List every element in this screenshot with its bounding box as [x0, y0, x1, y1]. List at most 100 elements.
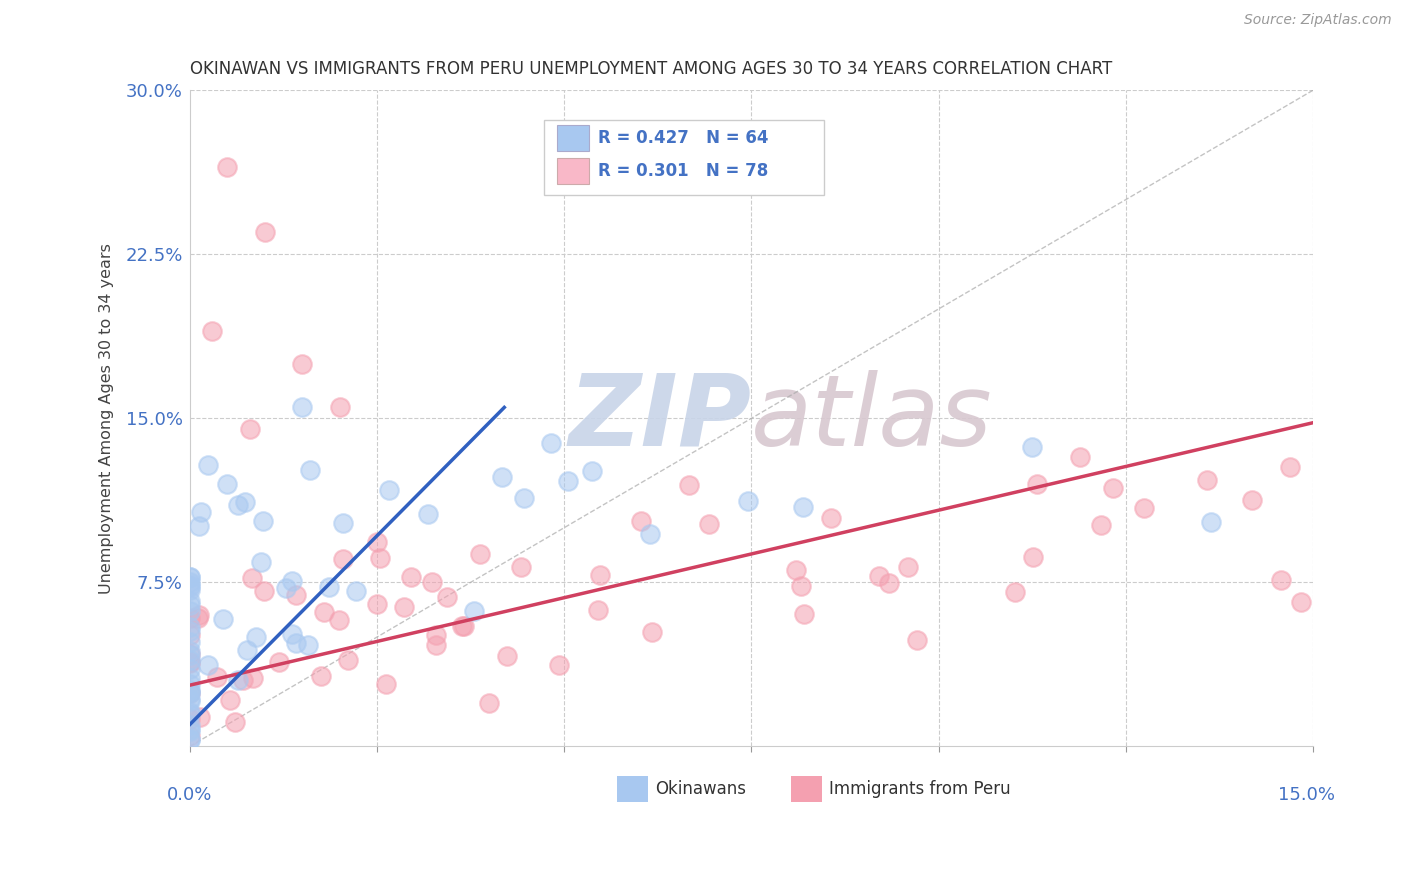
Point: [699, 517, 721, 532]
Point: [179, 733, 201, 747]
Point: [224, 715, 246, 730]
Point: [197, 657, 219, 672]
Point: [557, 474, 579, 488]
Point: [190, 710, 212, 724]
Text: Immigrants from Peru: Immigrants from Peru: [830, 780, 1011, 798]
Point: [179, 628, 201, 642]
Point: [179, 656, 201, 670]
Point: [239, 422, 262, 436]
Point: [737, 494, 759, 508]
Point: [179, 598, 201, 612]
Point: [491, 470, 513, 484]
Point: [368, 551, 391, 566]
Point: [868, 569, 890, 583]
Point: [451, 619, 474, 633]
Point: [253, 226, 276, 240]
Text: ZIP: ZIP: [568, 370, 751, 467]
Point: [1270, 573, 1292, 587]
Point: [1026, 476, 1049, 491]
Point: [420, 574, 443, 589]
Point: [328, 614, 350, 628]
Point: [678, 477, 700, 491]
Point: [179, 685, 201, 699]
FancyBboxPatch shape: [617, 776, 648, 802]
Point: [548, 657, 571, 672]
Point: [1004, 585, 1026, 599]
Point: [640, 624, 662, 639]
Point: [375, 677, 398, 691]
Point: [897, 559, 920, 574]
Point: [179, 685, 201, 699]
Text: OKINAWAN VS IMMIGRANTS FROM PERU UNEMPLOYMENT AMONG AGES 30 TO 34 YEARS CORRELAT: OKINAWAN VS IMMIGRANTS FROM PERU UNEMPLO…: [190, 60, 1112, 78]
Point: [328, 401, 350, 415]
Point: [463, 604, 485, 618]
Point: [790, 579, 813, 593]
Point: [179, 692, 201, 706]
Point: [1021, 440, 1043, 454]
Point: [1090, 517, 1112, 532]
Point: [1241, 492, 1264, 507]
Point: [179, 662, 201, 676]
Point: [1069, 450, 1091, 465]
Point: [366, 535, 388, 549]
Point: [179, 635, 201, 649]
Text: 15.0%: 15.0%: [1278, 786, 1336, 804]
Point: [285, 588, 308, 602]
Point: [299, 463, 322, 477]
FancyBboxPatch shape: [790, 776, 823, 802]
Point: [179, 677, 201, 691]
Point: [309, 669, 332, 683]
Point: [453, 619, 475, 633]
Point: [1133, 500, 1156, 515]
Point: [179, 655, 201, 669]
Point: [179, 718, 201, 732]
Point: [232, 673, 254, 687]
Point: [197, 458, 219, 472]
Point: [201, 324, 224, 338]
Point: [179, 694, 201, 708]
Point: [318, 580, 340, 594]
Point: [1279, 459, 1302, 474]
Point: [392, 600, 415, 615]
Y-axis label: Unemployment Among Ages 30 to 34 years: Unemployment Among Ages 30 to 34 years: [100, 243, 114, 594]
Point: [792, 500, 814, 515]
Point: [179, 594, 201, 608]
Point: [179, 624, 201, 638]
Point: [281, 626, 304, 640]
Point: [581, 464, 603, 478]
Point: [267, 655, 290, 669]
Point: [179, 570, 201, 584]
Point: [179, 611, 201, 625]
Point: [418, 508, 440, 522]
Point: [233, 495, 256, 509]
Point: [589, 568, 612, 582]
Point: [217, 160, 239, 174]
Point: [226, 499, 249, 513]
Point: [179, 686, 201, 700]
Point: [274, 581, 297, 595]
Point: [179, 570, 201, 584]
Point: [793, 607, 815, 621]
Point: [468, 547, 491, 561]
Point: [630, 514, 652, 528]
Point: [179, 731, 201, 746]
Point: [510, 559, 533, 574]
Point: [240, 571, 263, 585]
Point: [820, 510, 842, 524]
Point: [478, 696, 501, 710]
Point: [245, 631, 267, 645]
FancyBboxPatch shape: [557, 125, 589, 152]
Point: [291, 357, 314, 371]
Point: [179, 723, 201, 738]
Point: [179, 723, 201, 737]
Point: [179, 578, 201, 592]
Point: [344, 583, 367, 598]
Point: [436, 591, 458, 605]
Point: [638, 526, 661, 541]
Point: [179, 647, 201, 661]
Point: [1201, 515, 1223, 529]
Point: [332, 516, 354, 530]
Point: [1289, 595, 1312, 609]
Point: [235, 643, 257, 657]
Point: [378, 483, 401, 498]
